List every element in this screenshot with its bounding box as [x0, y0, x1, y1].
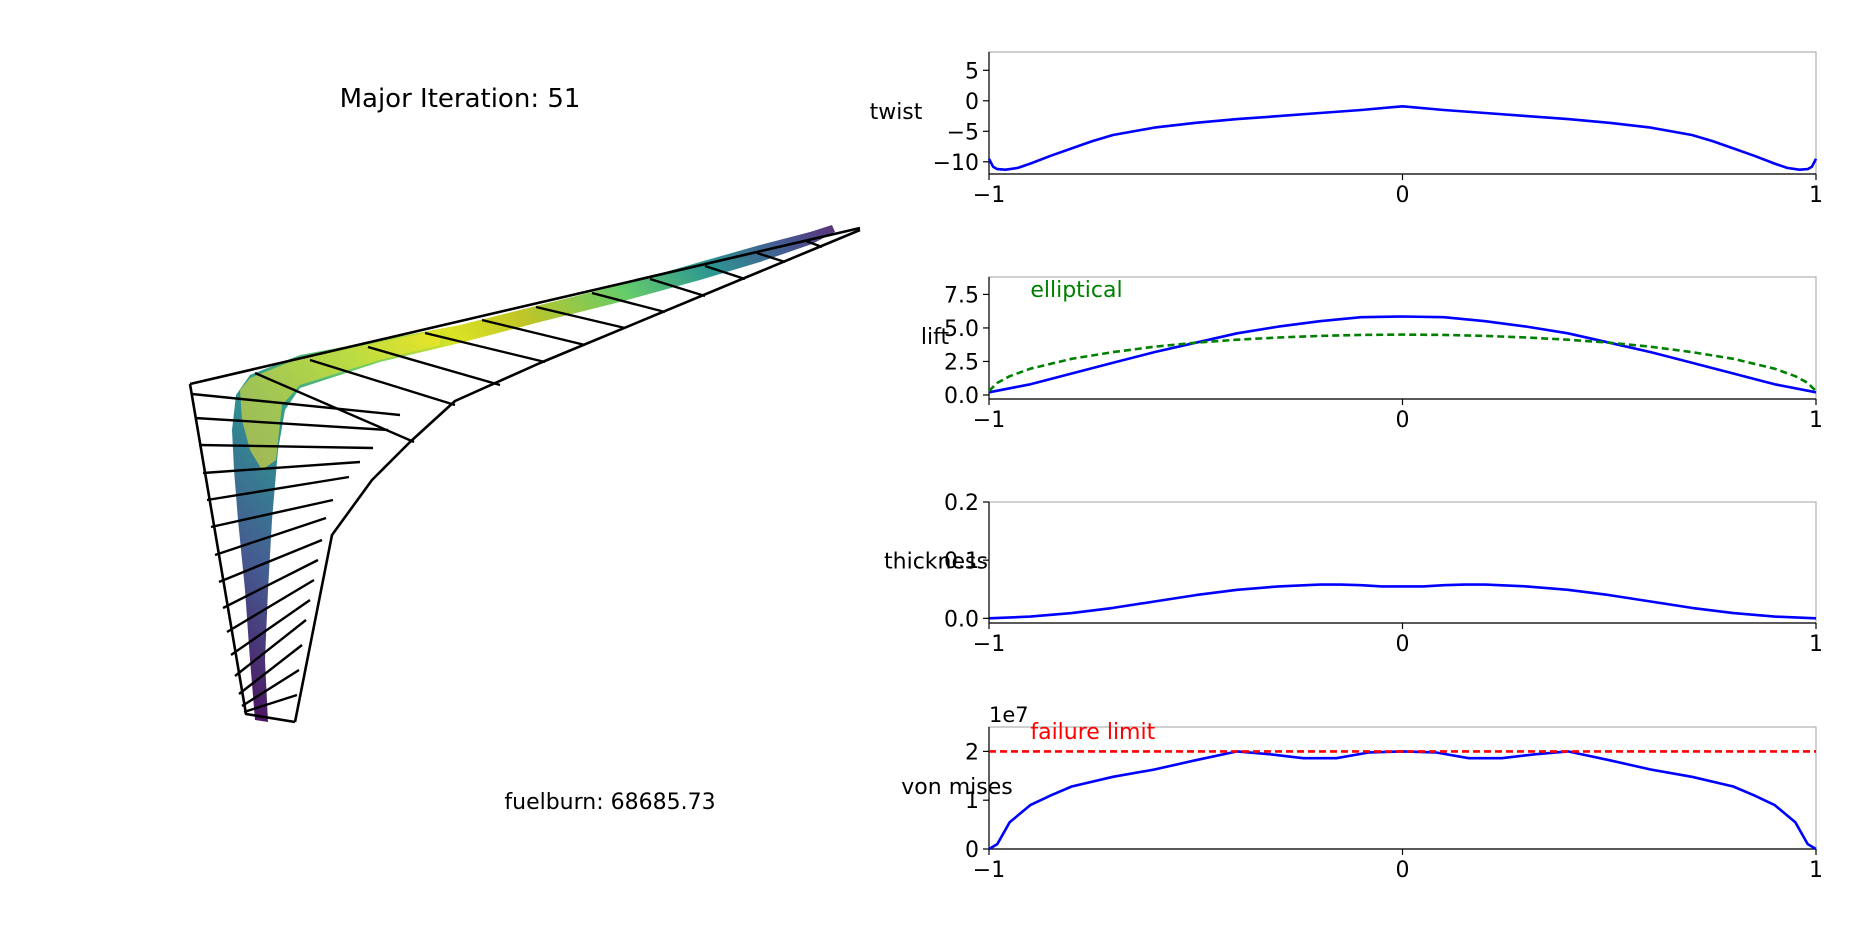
- y-tick-label: 5.0: [944, 317, 979, 342]
- wing-rib: [230, 599, 311, 656]
- wing-rib: [704, 264, 746, 281]
- wing-mesh: [188, 226, 861, 724]
- x-tick-label: 0: [1396, 632, 1410, 657]
- x-tick-label: 0: [1396, 858, 1410, 883]
- wing-rib: [198, 443, 374, 450]
- y-tick-label: −5: [947, 120, 979, 145]
- y-tick-label: 0: [965, 838, 979, 863]
- wing-leading-edge: [188, 383, 296, 724]
- wing-rib: [243, 693, 298, 714]
- y-tick-label: 0.0: [944, 607, 979, 632]
- wing-rib: [218, 538, 323, 584]
- wing-rib: [805, 239, 823, 249]
- wing-rib: [649, 277, 706, 298]
- wing-3d-view: Major Iteration: 51 fuelburn: 68685.73: [188, 84, 861, 815]
- x-tick-label: −1: [973, 858, 1005, 883]
- wing-rib: [238, 644, 303, 695]
- fuelburn-label: fuelburn: 68685.73: [504, 790, 715, 815]
- y-tick-label: 2: [965, 740, 979, 765]
- y-tick-label: 0: [965, 90, 979, 115]
- wing-rib: [254, 371, 415, 444]
- wing-trailing-edge: [293, 228, 861, 723]
- wing-rib: [202, 460, 361, 475]
- x-tick-label: −1: [973, 183, 1005, 208]
- wing-ribs: [191, 239, 823, 714]
- wing-rib: [591, 291, 666, 314]
- iteration-title: Major Iteration: 51: [340, 84, 581, 114]
- axes-frame: [988, 501, 1817, 624]
- y-tick-label: 0.2: [944, 491, 979, 516]
- x-tick-label: 1: [1809, 183, 1823, 208]
- y-tick-label: 2.5: [944, 350, 979, 375]
- y-tick-label: 1: [965, 789, 979, 814]
- x-tick-label: −1: [973, 408, 1005, 433]
- wing-spar-surface: [232, 225, 835, 722]
- wing-rib: [214, 516, 327, 557]
- wing-spar-highlight: [240, 330, 440, 470]
- x-tick-label: 1: [1809, 632, 1823, 657]
- wing-rib: [241, 668, 300, 708]
- annotation-label: failure limit: [1030, 720, 1155, 745]
- x-tick-label: 1: [1809, 858, 1823, 883]
- y-axis-label: twist: [870, 100, 923, 125]
- series-twist: [987, 105, 1818, 171]
- y-axis-label: thickness: [884, 550, 988, 575]
- x-tick-label: 0: [1396, 183, 1410, 208]
- wing-rib: [226, 578, 315, 634]
- y-tick-label: 5: [965, 59, 979, 84]
- wing-rib: [210, 498, 334, 529]
- wing-rib: [756, 251, 786, 264]
- subplot-lift: −1 0 1 7.5 5.0 2.5 0.0 lift elliptical: [921, 276, 1823, 433]
- axes-frame: [988, 51, 1817, 175]
- axis-offset-text: 1e7: [989, 703, 1029, 727]
- wing-rib: [222, 558, 319, 610]
- y-tick-label: 7.5: [944, 283, 979, 308]
- y-axis-label: von mises: [901, 775, 1012, 800]
- y-tick-label: −10: [933, 151, 979, 176]
- wing-rib: [309, 358, 456, 407]
- wing-root-edge: [189, 226, 861, 386]
- y-tick-label: 0.0: [944, 384, 979, 409]
- wing-rib: [206, 475, 350, 502]
- series-elliptical: [988, 333, 1817, 392]
- x-tick-label: 0: [1396, 408, 1410, 433]
- wing-rib: [367, 345, 501, 387]
- wing-rib: [234, 619, 307, 677]
- axes-frame: [988, 726, 1817, 850]
- wing-rib: [191, 392, 401, 417]
- wing-rib: [481, 318, 586, 347]
- x-tick-label: 1: [1809, 408, 1823, 433]
- y-tick-label: 0.1: [944, 549, 979, 574]
- wing-rib: [424, 331, 546, 364]
- subplot-thickness: −1 0 1 0.2 0.1 0.0 thickness: [884, 491, 1823, 657]
- x-tick-label: −1: [973, 632, 1005, 657]
- wing-rib: [535, 305, 626, 330]
- series-lift: [988, 315, 1817, 394]
- y-axis-label: lift: [921, 325, 950, 350]
- wing-rib: [194, 416, 389, 432]
- series-thickness: [988, 583, 1817, 620]
- series-von-mises: [988, 750, 1817, 851]
- annotation-label: elliptical: [1030, 278, 1122, 303]
